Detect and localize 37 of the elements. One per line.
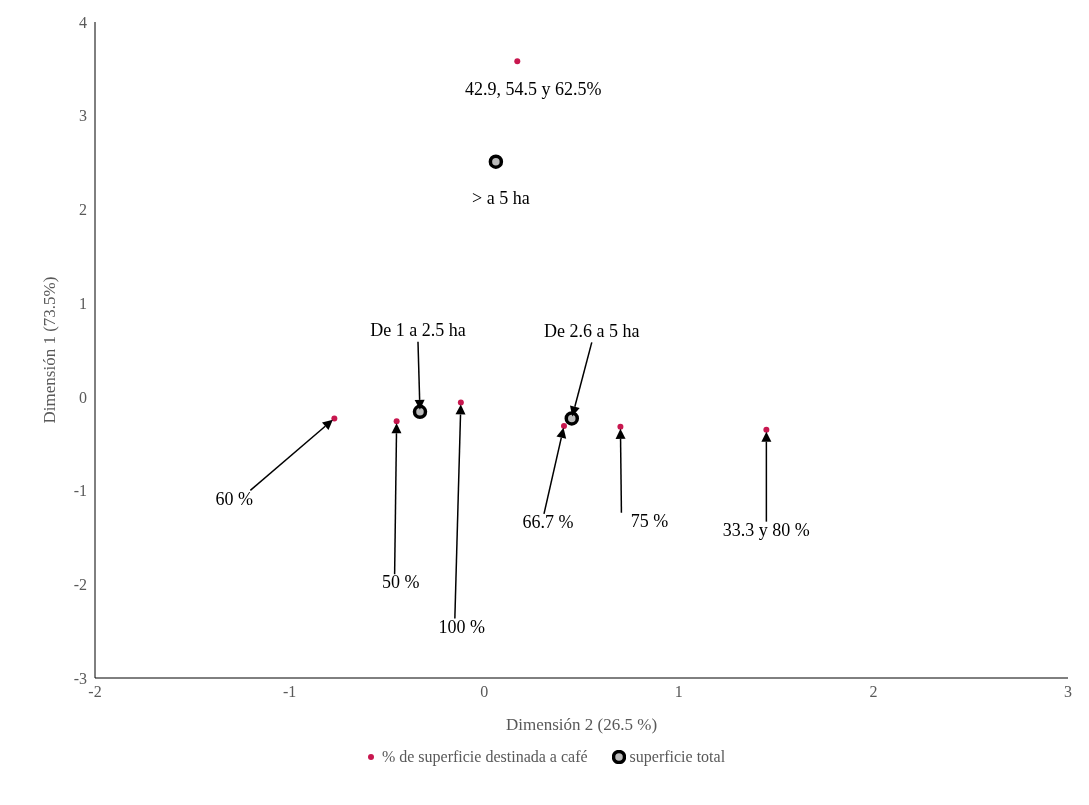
y-tick-label: 2 [79, 201, 87, 219]
x-tick-label: 1 [674, 683, 683, 701]
y-tick-label: -2 [73, 575, 87, 593]
annotation: De 1 a 2.5 ha [370, 319, 466, 340]
x-tick-label: -1 [282, 683, 297, 701]
annotation: 60 % [215, 488, 254, 509]
point [560, 422, 567, 429]
x-axis-title: Dimensión 2 (26.5 %) [505, 715, 658, 734]
annotation: 66.7 % [522, 512, 574, 533]
point [488, 154, 504, 169]
point [393, 418, 400, 425]
annotation: 75 % [630, 510, 669, 531]
annotation: 33.3 y 80 % [722, 519, 810, 540]
x-tick-label: 0 [480, 683, 489, 701]
annotation: 100 % [438, 616, 486, 637]
point [617, 423, 624, 430]
annotation: 50 % [381, 572, 420, 593]
legend-label: % de superficie destinada a café [381, 748, 588, 766]
point [331, 415, 338, 422]
y-tick-label: 1 [79, 294, 87, 312]
y-tick-label: -3 [73, 669, 87, 687]
y-tick-label: -1 [73, 482, 87, 500]
y-tick-label: 3 [79, 107, 87, 125]
y-tick-label: 0 [79, 388, 87, 406]
point [412, 404, 428, 420]
point [457, 399, 464, 406]
legend-label: superficie total [629, 748, 726, 766]
annotation: 42.9, 54.5 y 62.5% [465, 79, 602, 100]
y-axis-title: Dimensión 1 (73.5%) [40, 276, 60, 424]
point [763, 426, 770, 433]
x-tick-label: 2 [869, 683, 878, 701]
annotation: > a 5 ha [472, 187, 530, 208]
point [514, 58, 521, 65]
y-tick-label: 4 [79, 13, 87, 31]
annotation: De 2.6 a 5 ha [544, 320, 640, 341]
x-tick-label: 3 [1064, 683, 1072, 701]
point [564, 411, 580, 426]
